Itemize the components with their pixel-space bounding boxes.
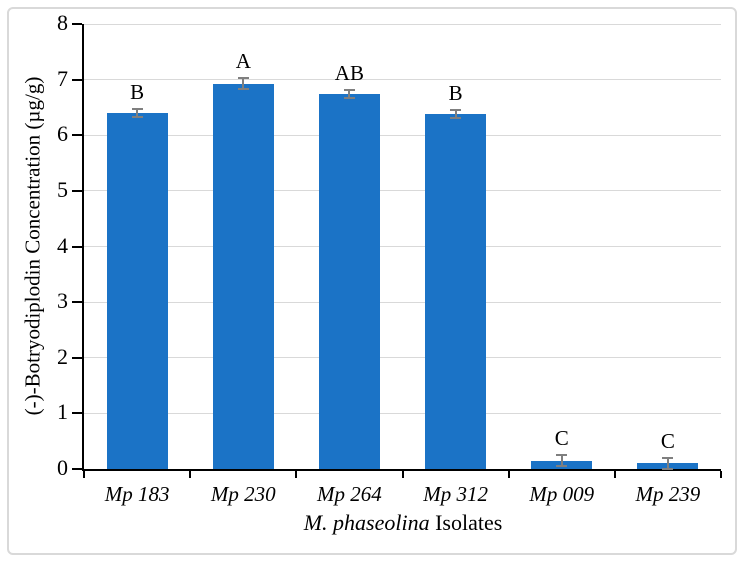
y-tick-label: 6 <box>57 121 68 147</box>
y-tick <box>72 356 82 359</box>
error-bar <box>136 108 139 118</box>
error-bar-cap-top <box>343 88 355 91</box>
x-category-label: Mp 183 <box>104 482 170 506</box>
gridline <box>84 412 721 414</box>
x-category-label: Mp 264 <box>317 482 382 506</box>
error-bar-cap-bottom <box>131 116 143 118</box>
y-tick-label: 5 <box>57 176 68 202</box>
y-tick-label: 4 <box>57 232 68 258</box>
x-tick <box>613 471 616 478</box>
gridline <box>84 190 721 192</box>
y-tick <box>72 412 82 415</box>
bar <box>425 114 487 469</box>
x-axis-line <box>82 469 721 471</box>
error-bar-cap-bottom <box>556 465 568 468</box>
y-axis-title-text: (-)-Botryodiplodin Concentration (µg/g) <box>20 76 45 416</box>
error-bar-cap-top <box>662 456 674 459</box>
gridline <box>84 134 721 136</box>
x-tick <box>720 471 722 478</box>
y-tick-label: 8 <box>57 10 68 35</box>
error-bar-cap-top <box>237 76 249 79</box>
error-bar <box>348 88 351 99</box>
y-tick-label: 3 <box>57 288 68 314</box>
x-axis-title-regular: Isolates <box>435 510 503 535</box>
bar <box>318 93 380 469</box>
y-tick <box>72 245 82 248</box>
gridline <box>84 79 721 81</box>
y-tick <box>72 301 82 304</box>
y-tick-label: 7 <box>57 65 68 91</box>
error-bar-cap-top <box>131 108 143 110</box>
error-bar <box>560 454 563 468</box>
x-category-label: Mp 009 <box>529 482 595 506</box>
y-tick <box>72 468 82 470</box>
y-tick <box>72 78 82 81</box>
sig-letter: A <box>235 48 251 73</box>
sig-letter: AB <box>334 60 364 85</box>
y-axis-line <box>82 24 84 471</box>
error-bar-cap-bottom <box>237 88 249 91</box>
y-tick <box>72 134 82 137</box>
sig-letter: C <box>660 428 675 453</box>
x-axis-title-italic: M. phaseolina <box>303 510 430 535</box>
error-bar <box>454 109 457 120</box>
y-tick-label: 1 <box>57 399 68 425</box>
x-tick <box>83 471 85 478</box>
x-tick <box>401 471 404 478</box>
error-bar-cap-top <box>556 454 568 456</box>
x-tick <box>507 471 510 478</box>
x-tick <box>295 471 298 478</box>
gridline <box>84 246 721 247</box>
sig-letter: B <box>130 80 145 104</box>
bar <box>212 83 274 469</box>
x-axis-title: M. phaseolina Isolates <box>203 510 603 536</box>
sig-letter: C <box>554 426 569 450</box>
x-category-label: Mp 230 <box>210 482 276 506</box>
gridline <box>84 23 721 25</box>
y-tick-label: 0 <box>57 455 68 480</box>
y-tick <box>72 189 82 192</box>
sig-letter: B <box>448 81 463 106</box>
bar <box>106 113 168 469</box>
y-tick-label: 2 <box>57 343 68 369</box>
y-tick <box>72 23 82 25</box>
error-bar <box>242 76 245 91</box>
gridline <box>84 301 721 303</box>
error-bar-cap-bottom <box>343 96 355 99</box>
x-tick <box>189 471 192 478</box>
x-category-label: Mp 312 <box>423 482 488 506</box>
error-bar-cap-top <box>450 109 462 112</box>
x-category-label: Mp 239 <box>635 482 701 506</box>
error-bar <box>666 456 669 471</box>
error-bar-cap-bottom <box>662 468 674 471</box>
gridline <box>84 357 721 359</box>
error-bar-cap-bottom <box>450 117 462 120</box>
